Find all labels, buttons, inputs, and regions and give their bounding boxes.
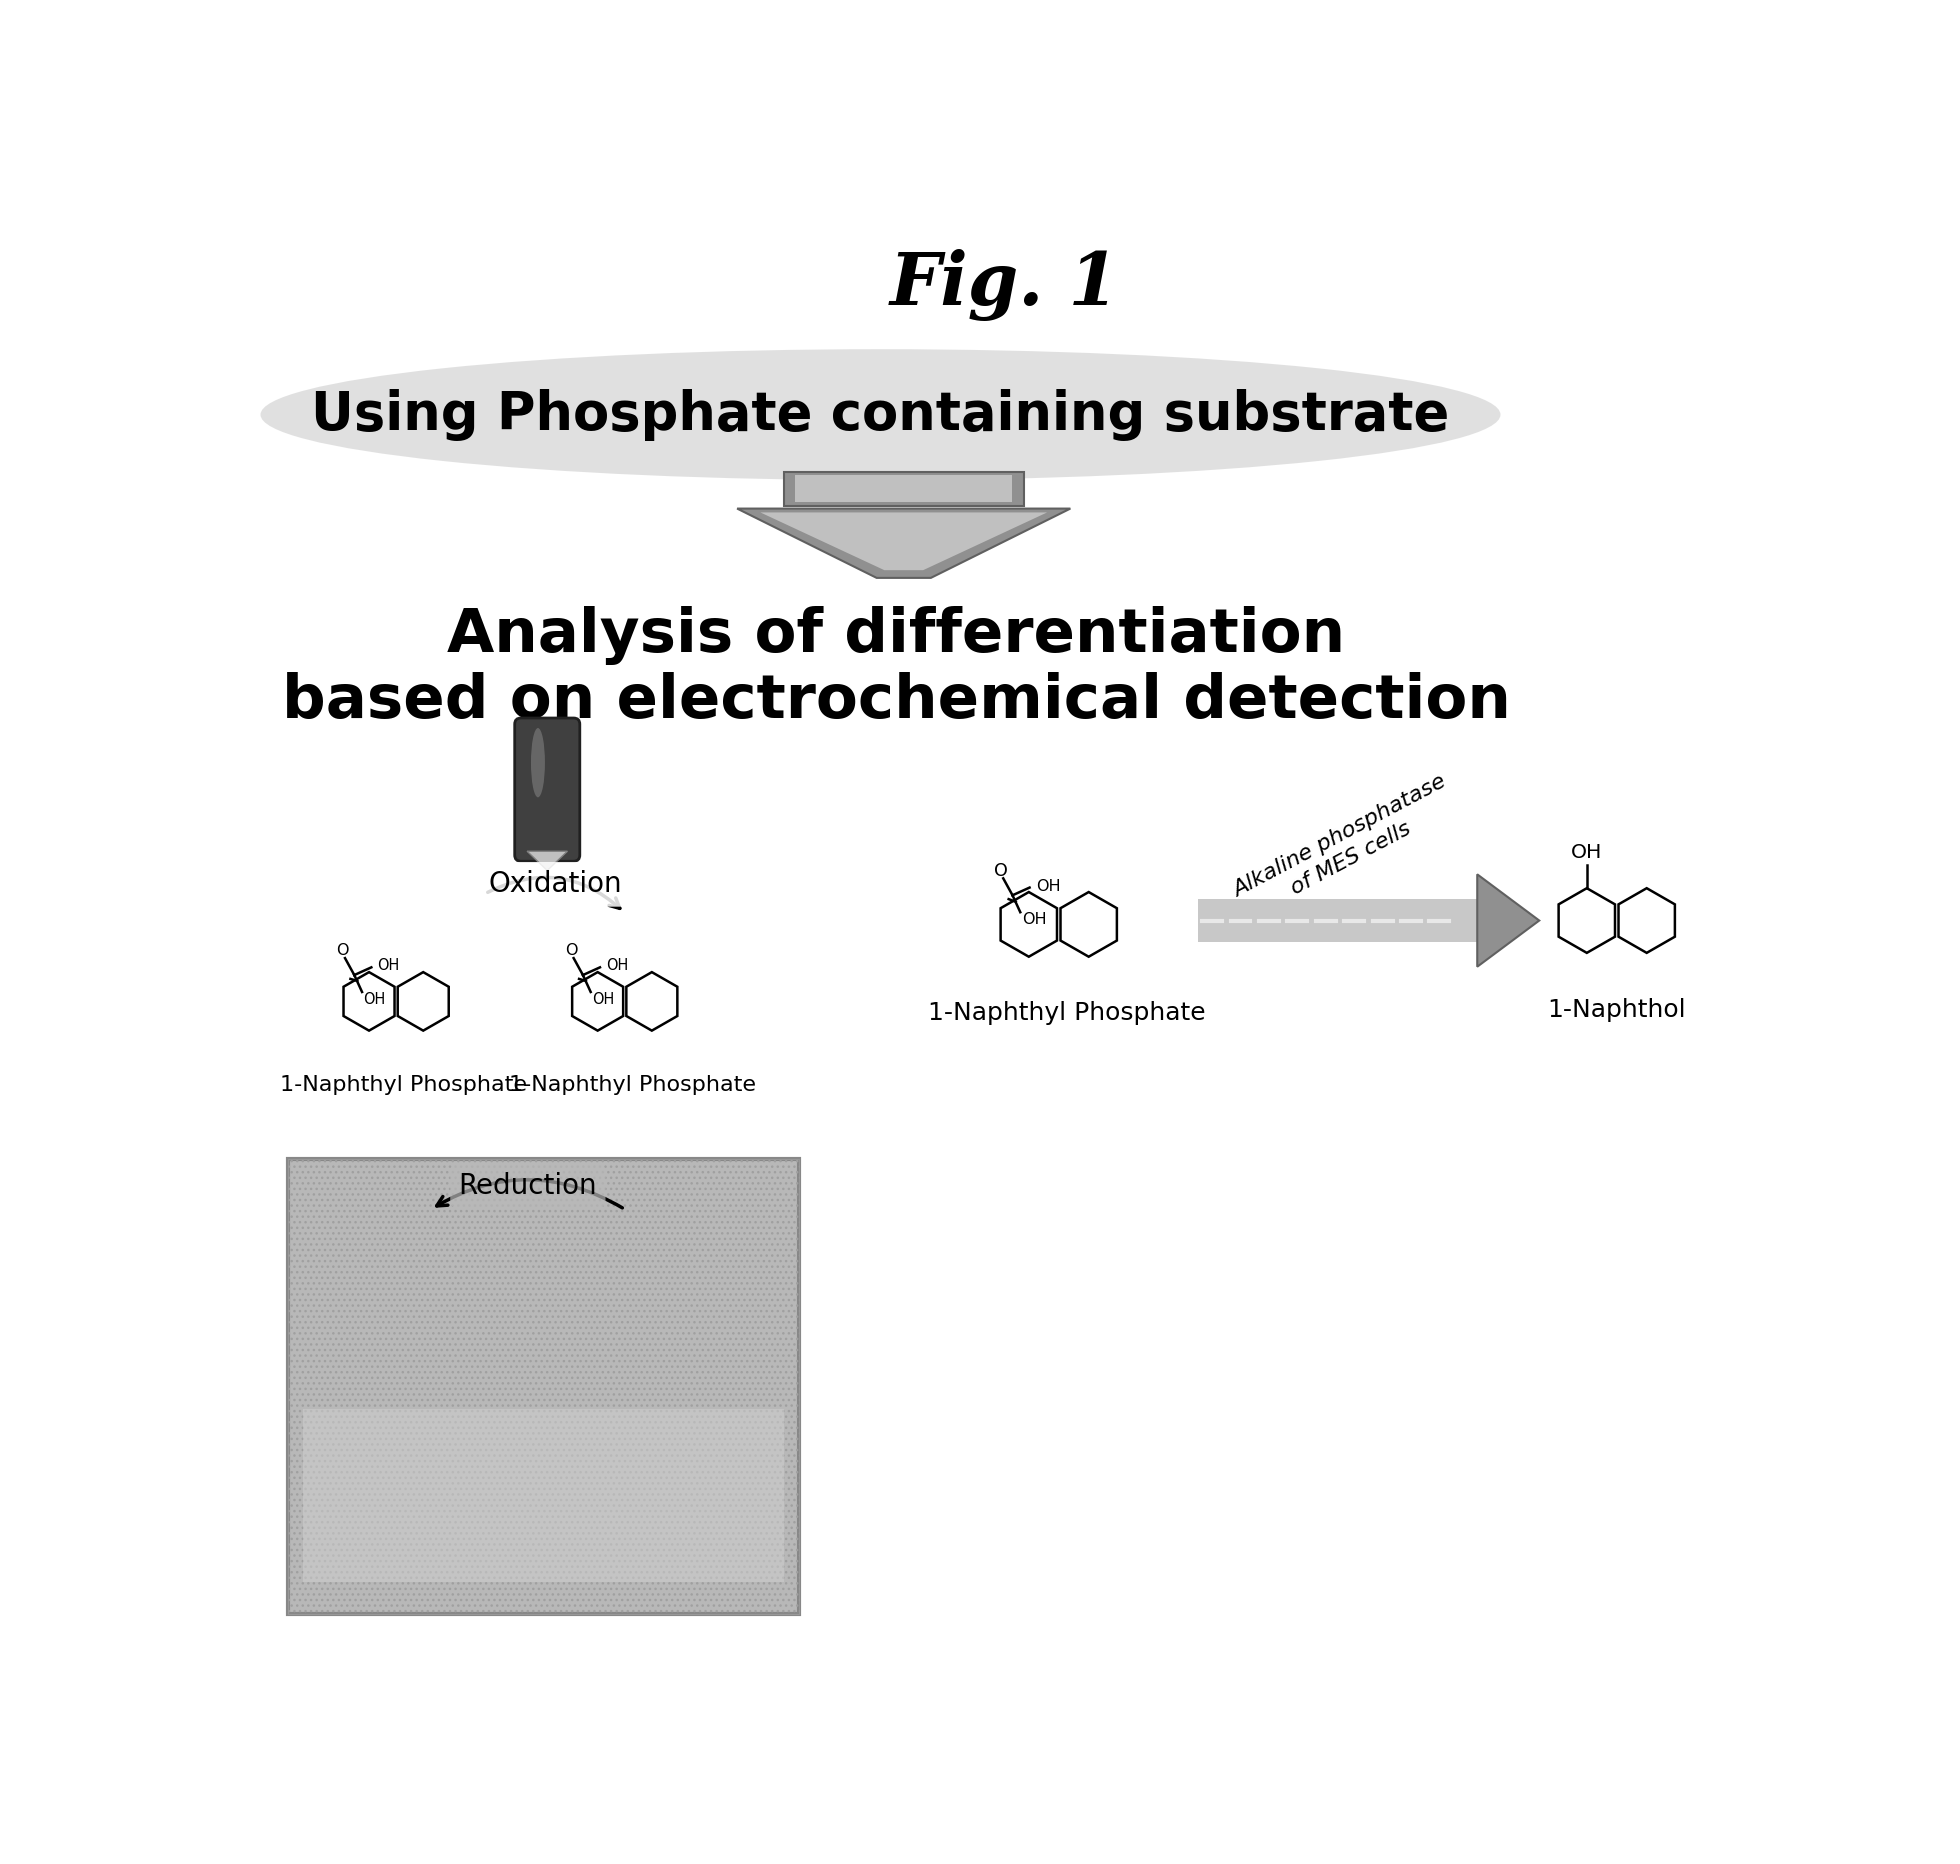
Polygon shape [527, 852, 566, 870]
Text: Fig. 1: Fig. 1 [890, 250, 1119, 321]
Text: OH: OH [1035, 878, 1060, 893]
Bar [1198, 898, 1478, 941]
FancyArrowPatch shape [488, 878, 619, 908]
Text: Oxidation: Oxidation [488, 870, 621, 898]
Text: O: O [994, 861, 1007, 880]
Text: Reduction: Reduction [459, 1172, 598, 1200]
Text: 1-Naphthyl Phosphate: 1-Naphthyl Phosphate [927, 1001, 1205, 1025]
Polygon shape [784, 472, 1023, 507]
Ellipse shape [261, 349, 1501, 481]
FancyBboxPatch shape [515, 718, 580, 861]
Text: OH: OH [1021, 911, 1047, 928]
Text: 1-Naphthyl Phosphate: 1-Naphthyl Phosphate [280, 1074, 527, 1094]
Bar [304, 1409, 784, 1583]
Text: OH: OH [365, 992, 386, 1007]
Text: Alkaline phosphatase
of MES cells: Alkaline phosphatase of MES cells [1229, 772, 1462, 923]
Bar [288, 1159, 800, 1614]
FancyArrowPatch shape [437, 1180, 623, 1208]
Text: Using Phosphate containing substrate: Using Phosphate containing substrate [312, 388, 1450, 440]
Text: Analysis of differentiation: Analysis of differentiation [447, 606, 1345, 665]
Text: OH: OH [592, 992, 615, 1007]
Polygon shape [760, 513, 1047, 570]
Text: 1-Naphthol: 1-Naphthol [1548, 997, 1686, 1021]
Polygon shape [1478, 874, 1539, 967]
Ellipse shape [531, 729, 545, 798]
Polygon shape [737, 509, 1070, 578]
Text: O: O [564, 943, 578, 958]
Text: OH: OH [378, 958, 400, 973]
Text: OH: OH [606, 958, 629, 973]
Text: 1-Naphthyl Phosphate: 1-Naphthyl Phosphate [510, 1074, 757, 1094]
Polygon shape [796, 475, 1011, 503]
Text: based on electrochemical detection: based on electrochemical detection [282, 671, 1511, 731]
Text: OH: OH [1572, 843, 1603, 861]
Text: O: O [337, 943, 349, 958]
Bar [288, 1159, 800, 1614]
